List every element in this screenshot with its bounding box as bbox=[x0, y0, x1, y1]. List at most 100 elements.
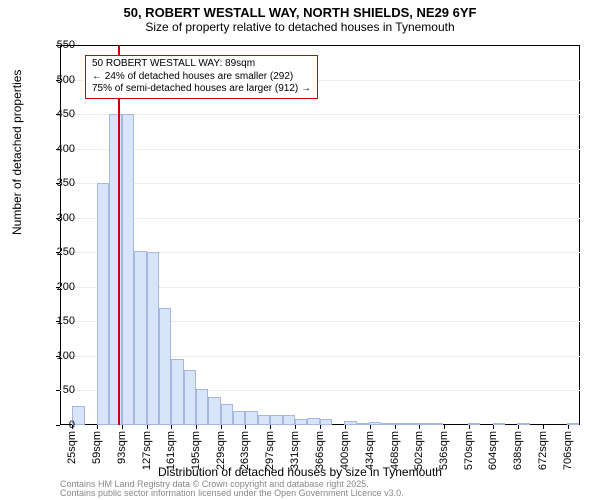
histogram-bar bbox=[122, 114, 134, 425]
xtick-label: 93sqm bbox=[116, 431, 128, 464]
histogram-bar bbox=[171, 359, 183, 425]
xtick-label: 502sqm bbox=[413, 431, 425, 470]
plot-area: 50 ROBERT WESTALL WAY: 89sqm ← 24% of det… bbox=[60, 45, 580, 425]
histogram-bar bbox=[221, 404, 233, 425]
histogram-bar bbox=[159, 308, 171, 425]
annotation-box: 50 ROBERT WESTALL WAY: 89sqm ← 24% of det… bbox=[85, 55, 318, 99]
histogram-bar bbox=[394, 423, 406, 425]
histogram-bar bbox=[357, 423, 369, 425]
annotation-line: 50 ROBERT WESTALL WAY: 89sqm bbox=[92, 58, 255, 69]
ytick-label: 400 bbox=[35, 143, 75, 155]
property-marker-line bbox=[118, 45, 120, 425]
histogram-bar bbox=[147, 252, 159, 425]
xtick-mark bbox=[395, 425, 396, 429]
xtick-mark bbox=[444, 425, 445, 429]
histogram-bar bbox=[431, 423, 443, 425]
xtick-mark bbox=[147, 425, 148, 429]
ytick-label: 500 bbox=[35, 74, 75, 86]
xtick-mark bbox=[171, 425, 172, 429]
ytick-label: 150 bbox=[35, 315, 75, 327]
xtick-mark bbox=[469, 425, 470, 429]
gridline bbox=[60, 114, 580, 115]
histogram-chart: 50, ROBERT WESTALL WAY, NORTH SHIELDS, N… bbox=[0, 0, 600, 500]
xtick-mark bbox=[419, 425, 420, 429]
histogram-bar bbox=[468, 423, 480, 425]
histogram-bar bbox=[369, 422, 381, 425]
xtick-label: 706sqm bbox=[562, 431, 574, 470]
histogram-bar bbox=[184, 370, 196, 425]
ytick-label: 550 bbox=[35, 39, 75, 51]
xtick-label: 638sqm bbox=[512, 431, 524, 470]
xtick-mark bbox=[543, 425, 544, 429]
histogram-bar bbox=[196, 389, 208, 425]
xtick-label: 229sqm bbox=[215, 431, 227, 470]
histogram-bar bbox=[270, 415, 282, 425]
histogram-bar bbox=[283, 415, 295, 425]
histogram-bar bbox=[419, 423, 431, 425]
ytick-label: 100 bbox=[35, 350, 75, 362]
footnote-line-2: Contains public sector information licen… bbox=[60, 488, 404, 498]
histogram-bar bbox=[295, 419, 307, 425]
xtick-mark bbox=[122, 425, 123, 429]
histogram-bar bbox=[320, 419, 332, 425]
xtick-label: 366sqm bbox=[314, 431, 326, 470]
annotation-line: 75% of semi-detached houses are larger (… bbox=[92, 83, 311, 94]
ytick-label: 450 bbox=[35, 108, 75, 120]
xtick-mark bbox=[245, 425, 246, 429]
histogram-bar bbox=[258, 415, 270, 425]
histogram-bar bbox=[381, 423, 393, 425]
xtick-label: 536sqm bbox=[438, 431, 450, 470]
xtick-label: 127sqm bbox=[141, 431, 153, 470]
gridline bbox=[60, 183, 580, 184]
histogram-bar bbox=[307, 418, 319, 425]
histogram-bar bbox=[97, 183, 109, 425]
histogram-bar bbox=[109, 114, 121, 425]
histogram-bar bbox=[567, 423, 579, 425]
annotation-line: ← 24% of detached houses are smaller (29… bbox=[92, 71, 293, 82]
xtick-mark bbox=[370, 425, 371, 429]
histogram-bar bbox=[233, 411, 245, 425]
xtick-mark bbox=[493, 425, 494, 429]
ytick-label: 250 bbox=[35, 246, 75, 258]
xtick-label: 331sqm bbox=[289, 431, 301, 470]
histogram-bar bbox=[493, 423, 505, 425]
xtick-mark bbox=[221, 425, 222, 429]
ytick-label: 50 bbox=[35, 384, 75, 396]
xtick-label: 161sqm bbox=[165, 431, 177, 470]
xtick-label: 263sqm bbox=[239, 431, 251, 470]
xtick-mark bbox=[270, 425, 271, 429]
y-axis-label: Number of detached properties bbox=[10, 70, 24, 235]
histogram-bar bbox=[134, 251, 146, 425]
xtick-label: 297sqm bbox=[264, 431, 276, 470]
xtick-mark bbox=[196, 425, 197, 429]
xtick-label: 400sqm bbox=[339, 431, 351, 470]
xtick-mark bbox=[345, 425, 346, 429]
xtick-mark bbox=[295, 425, 296, 429]
xtick-mark bbox=[320, 425, 321, 429]
xtick-label: 434sqm bbox=[364, 431, 376, 470]
xtick-label: 195sqm bbox=[190, 431, 202, 470]
histogram-bar bbox=[245, 411, 257, 425]
xtick-label: 468sqm bbox=[389, 431, 401, 470]
ytick-label: 350 bbox=[35, 177, 75, 189]
xtick-label: 672sqm bbox=[537, 431, 549, 470]
xtick-label: 570sqm bbox=[463, 431, 475, 470]
chart-subtitle: Size of property relative to detached ho… bbox=[0, 20, 600, 34]
histogram-bar bbox=[406, 423, 418, 425]
histogram-bar bbox=[344, 421, 356, 425]
histogram-bar bbox=[517, 423, 529, 425]
chart-title: 50, ROBERT WESTALL WAY, NORTH SHIELDS, N… bbox=[0, 5, 600, 20]
xtick-mark bbox=[97, 425, 98, 429]
gridline bbox=[60, 149, 580, 150]
footnote: Contains HM Land Registry data © Crown c… bbox=[60, 480, 404, 498]
xtick-mark bbox=[518, 425, 519, 429]
ytick-label: 300 bbox=[35, 212, 75, 224]
xtick-mark bbox=[568, 425, 569, 429]
title-block: 50, ROBERT WESTALL WAY, NORTH SHIELDS, N… bbox=[0, 5, 600, 34]
histogram-bar bbox=[208, 397, 220, 425]
gridline bbox=[60, 218, 580, 219]
xtick-label: 604sqm bbox=[487, 431, 499, 470]
xtick-label: 59sqm bbox=[91, 431, 103, 464]
xtick-label: 25sqm bbox=[66, 431, 78, 464]
ytick-label: 200 bbox=[35, 281, 75, 293]
